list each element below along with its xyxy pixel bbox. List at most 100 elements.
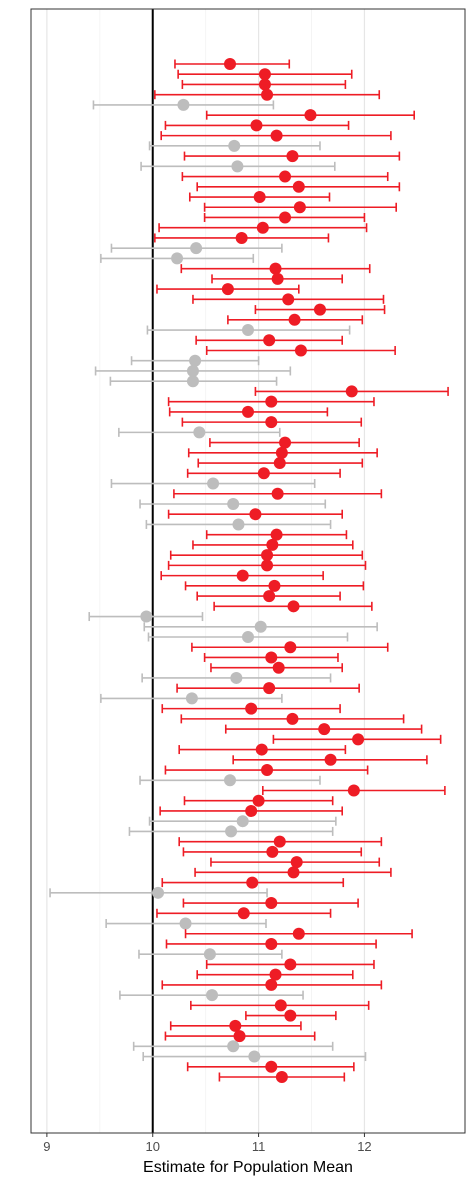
mean-point [235,231,248,244]
interval [182,897,359,910]
mean-point [252,794,265,807]
interval [143,620,378,633]
interval [186,467,341,480]
mean-point [268,579,281,592]
mean-point [275,1071,288,1083]
mean-point [193,426,206,439]
mean-point [258,78,271,91]
interval [254,303,386,316]
mean-point [271,487,284,500]
interval [186,1060,355,1073]
mean-point [284,1009,297,1022]
interval [94,364,292,377]
mean-point [282,293,295,306]
interval [130,354,260,367]
interval [205,344,396,357]
interval [141,671,332,684]
mean-point [179,917,192,930]
interval [49,886,268,899]
interval [174,58,291,70]
interval [181,416,363,429]
interval [197,457,364,470]
interval [158,221,368,234]
interval [203,201,397,214]
interval [165,937,377,950]
mean-point [261,764,274,777]
mean-point [290,856,303,869]
interval [100,692,283,705]
mean-point [313,303,326,316]
mean-point [271,272,284,285]
interval [160,569,324,582]
mean-point [245,702,258,715]
interval [195,334,344,347]
interval [178,743,347,756]
mean-point [270,528,283,541]
mean-point [186,375,199,388]
mean-point [345,385,358,398]
mean-point [284,641,297,654]
interval [245,1009,337,1022]
mean-point [272,661,285,674]
interval [232,753,428,766]
mean-point [261,88,274,101]
mean-point [225,825,238,838]
interval [167,395,375,408]
interval [164,119,350,132]
mean-point [294,344,307,357]
mean-point [256,221,269,234]
mean-point [246,876,259,889]
mean-point [286,150,299,163]
mean-point [292,927,305,940]
mean-point [265,416,278,429]
interval [190,999,370,1012]
mean-point [242,631,254,644]
x-tick-label: 12 [357,1139,371,1154]
mean-point [190,242,203,255]
interval [213,600,373,613]
mean-point [254,620,267,633]
interval [161,876,345,889]
interval [191,641,389,654]
mean-point [266,538,279,551]
interval [154,231,330,244]
mean-point [249,508,262,521]
interval [178,835,383,848]
mean-point [233,1030,246,1043]
interval [132,1040,334,1053]
mean-point [263,682,276,695]
mean-point [236,815,249,828]
interval [147,631,349,644]
mean-point [221,283,234,296]
mean-point [203,948,216,961]
interval [196,968,354,981]
mean-point [292,180,305,193]
mean-point [265,651,278,664]
interval [160,129,392,142]
interval [154,88,381,101]
mean-point [324,753,337,766]
interval [180,262,371,275]
mean-point [287,866,300,879]
interval [181,78,347,91]
interval [167,559,367,572]
interval [194,866,392,879]
mean-point [270,129,283,142]
mean-point [186,364,199,377]
interval [169,549,364,562]
interval [218,1071,346,1083]
interval [128,825,334,838]
interval [203,211,366,224]
mean-point [261,549,274,562]
mean-point [229,1019,242,1032]
mean-point [237,907,250,920]
mean-point [269,968,282,981]
mean-point [263,590,276,603]
interval [187,446,378,459]
interval [262,784,446,797]
interval [182,845,363,858]
mean-point [287,600,300,613]
interval [161,978,383,991]
interval [184,579,365,592]
mean-point [248,1050,261,1063]
